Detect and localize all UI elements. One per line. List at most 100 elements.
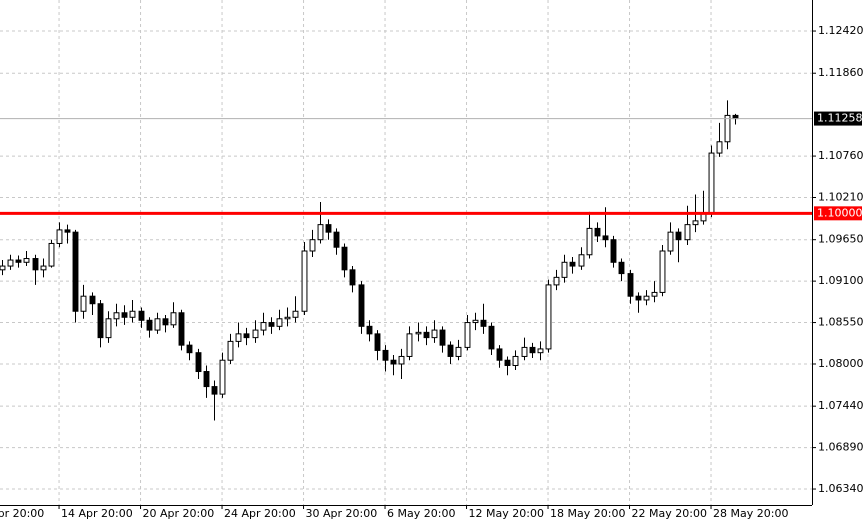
candle-body: [569, 261, 576, 267]
candle-body: [561, 261, 568, 278]
candle-body: [374, 333, 381, 351]
candle-body: [40, 265, 47, 271]
candle-body: [627, 273, 634, 297]
level-label: 1.10000: [817, 206, 863, 219]
candle-body: [203, 371, 210, 388]
candle-body: [105, 318, 112, 339]
candle-body: [512, 355, 519, 366]
candle-body: [89, 295, 96, 305]
candle-body: [439, 329, 446, 346]
y-tick-label: 1.08550: [818, 316, 864, 329]
candle-body: [684, 224, 691, 241]
candle-body: [447, 344, 454, 357]
candle-body: [138, 310, 145, 321]
candle-body: [692, 220, 699, 226]
candle-body: [219, 359, 226, 395]
candle-body: [398, 355, 405, 365]
y-tick-label: 1.09100: [818, 274, 864, 287]
candle-body: [121, 312, 128, 318]
candle-body: [358, 284, 365, 327]
candle-body: [0, 265, 6, 271]
y-tick-label: 1.07440: [818, 399, 864, 412]
y-tick-label: 1.06340: [818, 482, 864, 495]
level-label-box: [814, 206, 862, 221]
candle-body: [423, 331, 430, 339]
candle-body: [309, 239, 316, 252]
candle-body: [521, 346, 528, 357]
candle-body: [48, 242, 55, 267]
candle-body: [186, 344, 193, 354]
candle-body: [64, 229, 71, 233]
candle-body: [268, 322, 275, 327]
x-tick-label: 14 Apr 20:00: [61, 507, 133, 520]
y-tick-label: 1.09650: [818, 233, 864, 246]
candle-body: [675, 231, 682, 241]
x-tick-label: 18 May 20:00: [550, 507, 625, 520]
candle-body: [578, 254, 585, 267]
x-tick-label: 8 Apr 20:00: [0, 507, 44, 520]
x-tick-label: 24 Apr 20:00: [224, 507, 296, 520]
candle-body: [472, 319, 479, 324]
candle-body: [211, 386, 218, 395]
y-tick-label: 1.10210: [818, 191, 864, 204]
candle-body: [545, 284, 552, 350]
candle-body: [618, 261, 625, 275]
candle-body: [56, 229, 63, 244]
candle-body: [610, 239, 617, 263]
candle-body: [292, 310, 299, 318]
candle-body: [72, 231, 79, 312]
candle-body: [154, 318, 161, 331]
candle-body: [113, 312, 120, 320]
candle-body: [659, 250, 666, 293]
candle-body: [7, 259, 14, 267]
candle-body: [390, 359, 397, 365]
last-price-box: [814, 111, 862, 126]
y-tick-label: 1.08000: [818, 357, 864, 370]
candle-body: [195, 352, 202, 373]
candle-body: [252, 329, 259, 339]
last-price-label: 1.11258: [817, 112, 863, 125]
candle-body: [724, 114, 731, 143]
x-tick-label: 12 May 20:00: [469, 507, 544, 520]
y-tick-label: 1.11860: [818, 66, 864, 79]
candle-body: [431, 329, 438, 339]
x-tick-label: 28 May 20:00: [713, 507, 788, 520]
candle-body: [594, 227, 601, 237]
y-tick-label: 1.06890: [818, 441, 864, 454]
candle-body: [235, 333, 242, 342]
candle-body: [276, 318, 283, 327]
candle-body: [170, 312, 177, 326]
candle-body: [635, 295, 642, 301]
plot-area: [0, 0, 812, 505]
candle-body: [504, 359, 511, 366]
y-tick-label: 1.12420: [818, 24, 864, 37]
candle-body: [325, 224, 332, 233]
candle-body: [162, 318, 169, 326]
candle-body: [146, 319, 153, 331]
candle-body: [97, 303, 104, 339]
candle-body: [529, 346, 536, 354]
candle-body: [455, 346, 462, 357]
candle-body: [243, 333, 250, 339]
candle-body: [23, 258, 30, 263]
x-tick-label: 6 May 20:00: [387, 507, 455, 520]
x-tick-label: 20 Apr 20:00: [143, 507, 215, 520]
candle-body: [464, 322, 471, 348]
candle-body: [32, 258, 39, 271]
candle-body: [317, 224, 324, 241]
candle-body: [406, 333, 413, 357]
candle-body: [651, 291, 658, 297]
candle-body: [415, 331, 422, 335]
candle-body: [15, 259, 22, 263]
candle-body: [382, 349, 389, 361]
candle-body: [227, 340, 234, 361]
x-tick-label: 30 Apr 20:00: [306, 507, 378, 520]
candle-body: [80, 295, 87, 312]
candle-body: [553, 276, 560, 286]
candle-body: [333, 231, 340, 248]
candle-body: [496, 348, 503, 361]
candle-body: [716, 141, 723, 154]
candle-body: [341, 246, 348, 271]
